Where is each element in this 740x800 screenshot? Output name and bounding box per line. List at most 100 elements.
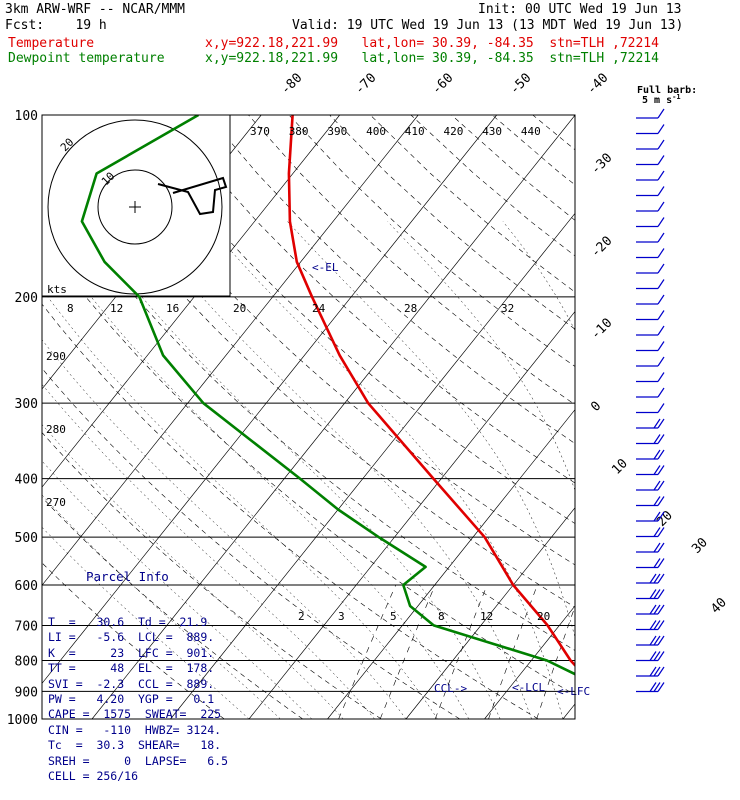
isotherm-label: -80 [278, 71, 305, 98]
dry-adiabat [330, 115, 740, 719]
wind-barb-flag [658, 342, 664, 351]
pressure-tick-label: 300 [15, 397, 38, 412]
dry-adiabat [452, 115, 740, 719]
isotherm-line [563, 115, 740, 719]
parcel-info-line: SREH = 0 LAPSE= 6.5 [48, 754, 230, 769]
wind-barb-flag [658, 326, 664, 335]
wind-barb-flag [658, 249, 664, 258]
mixing-ratio-label: 20 [537, 610, 550, 623]
isotherm-label: -50 [507, 71, 534, 98]
wind-barb-flag [658, 171, 664, 180]
wind-barb-flag [658, 109, 664, 118]
hodograph-speed-label: 12 [110, 302, 123, 315]
wind-barb-flag [658, 311, 664, 320]
parcel-info-line: Tc = 30.3 SHEAR= 18. [48, 738, 230, 753]
theta-label: 390 [327, 125, 347, 138]
pressure-tick-label: 900 [15, 685, 38, 700]
wind-barb-flag [658, 388, 664, 397]
parcel-info-line: T = 30.6 Td = 21.9 [48, 615, 230, 630]
parcel-info-line: CELL = 256/16 [48, 769, 230, 784]
isotherm-label: -30 [588, 151, 615, 178]
isotherm-label: -20 [588, 234, 615, 261]
wind-barb-flag [658, 125, 664, 134]
parcel-info-line: CAPE = 1575 SWEAT= 225 [48, 707, 230, 722]
theta-label: 420 [444, 125, 464, 138]
moist-adiabat [205, 221, 563, 719]
parcel-info-line: SVI = -2.3 CCL = 889. [48, 677, 230, 692]
parcel-info-line: LI = -5.6 LCL = 889. [48, 630, 230, 645]
wind-barb-flag [658, 140, 664, 149]
annotation-label: <-LFC [557, 685, 590, 698]
wind-barb-flag [658, 233, 664, 242]
hodograph-speed-label: 20 [233, 302, 246, 315]
hodograph-speed-label: 8 [67, 302, 74, 315]
isotherm-label: -10 [588, 316, 615, 343]
mixing-ratio-line [380, 585, 435, 719]
moist-adiabat [388, 221, 626, 719]
dry-adiabat [614, 115, 740, 719]
mixing-ratio-line [435, 585, 487, 719]
wind-barb-flag [658, 156, 664, 165]
theta-label: 370 [250, 125, 270, 138]
pressure-tick-label: 200 [15, 291, 38, 306]
wind-barbs [636, 109, 664, 692]
dry-adiabat [533, 115, 740, 719]
wind-barb-flag [658, 218, 664, 227]
dry-adiabat [248, 115, 740, 719]
dry-adiabat [492, 115, 740, 719]
theta-label: 380 [289, 125, 309, 138]
dry-adiabat [573, 115, 740, 719]
hodograph-speed-label: 24 [312, 302, 326, 315]
annotation-label: kts [47, 283, 67, 296]
theta-e-label: 290 [46, 350, 66, 363]
hodograph-speed-label: 28 [404, 302, 417, 315]
parcel-info-line: TT = 48 EL = 178. [48, 661, 230, 676]
mixing-ratio-line [537, 585, 583, 719]
wind-barb-flag [658, 373, 664, 382]
hodograph-speed-label: 16 [166, 302, 179, 315]
mixing-ratio-line [600, 585, 642, 719]
wind-barb-flag [658, 357, 664, 366]
hodograph-speed-label: 32 [501, 302, 514, 315]
dry-adiabat [289, 115, 740, 719]
isotherm-line [642, 115, 740, 719]
parcel-info-line: CIN = -110 HWBZ= 3124. [48, 723, 230, 738]
parcel-info-title: Parcel Info [48, 569, 230, 584]
moist-adiabat [503, 221, 657, 719]
isotherm-label: 30 [689, 535, 711, 557]
isotherm-line [720, 115, 740, 719]
mixing-ratio-label: 8 [438, 610, 445, 623]
theta-e-label: 280 [46, 423, 66, 436]
isotherm-label: -40 [584, 71, 611, 98]
wind-legend-line2: 5 m s-1 [642, 93, 681, 106]
parcel-info-line: PW = 4.20 YGP = 0.1 [48, 692, 230, 707]
wind-barb-flag [658, 280, 664, 289]
mixing-ratio-label: 5 [390, 610, 397, 623]
isotherm-label: -60 [429, 71, 456, 98]
isotherm-label: 10 [609, 456, 631, 478]
mixing-ratio-line [339, 585, 396, 719]
mixing-ratio-label: 3 [338, 610, 345, 623]
theta-label: 400 [366, 125, 386, 138]
isotherm-line [249, 115, 732, 719]
theta-label: 410 [405, 125, 425, 138]
wind-barb-flag [658, 202, 664, 211]
wind-barb-flag [658, 295, 664, 304]
theta-label: 430 [482, 125, 502, 138]
wind-barb-flag [658, 187, 664, 196]
pressure-tick-label: 500 [15, 531, 38, 546]
mixing-ratio-label: 12 [480, 610, 493, 623]
pressure-tick-label: 100 [15, 109, 38, 124]
isotherm-label: -70 [352, 71, 379, 98]
annotation-label: CCL-> [434, 682, 467, 695]
isotherm-label: 20 [654, 508, 676, 530]
isotherm-line [328, 115, 740, 719]
annotation-label: <-EL [312, 261, 339, 274]
moist-adiabat [287, 221, 594, 719]
isotherm-line [485, 115, 740, 719]
wind-barb-flag [658, 264, 664, 273]
wind-barb-flag [658, 404, 664, 413]
pressure-tick-label: 600 [15, 579, 38, 594]
isotherm-label: 0 [588, 399, 604, 415]
